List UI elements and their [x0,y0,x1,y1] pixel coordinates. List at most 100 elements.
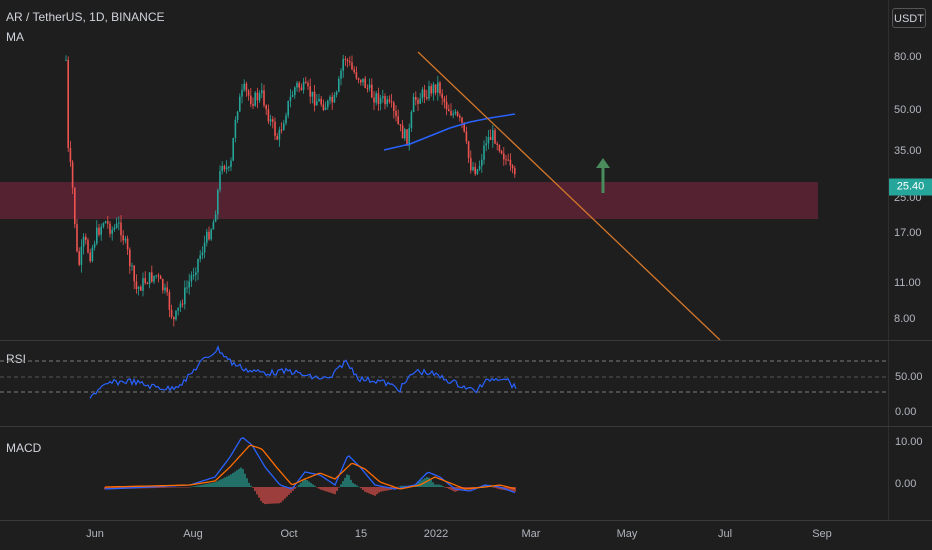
candle-body [76,224,78,252]
time-label: Aug [183,528,203,540]
macd-histogram-bar [314,485,316,487]
candle-body [421,89,424,99]
rsi-axis[interactable]: 50.00 0.00 [888,341,932,426]
ma-indicator-label[interactable]: MA [6,30,24,44]
price-axis[interactable] [888,0,932,340]
candle-body [316,101,318,106]
macd-histogram-bar [210,482,212,487]
candle-body [338,78,340,92]
rsi-label[interactable]: RSI [6,352,27,366]
macd-histogram-bar [450,487,452,490]
candle-body [390,101,393,103]
candle-body [450,111,452,116]
symbol-title: AR / TetherUS, 1D, BINANCE [6,10,165,24]
candle-body [146,283,149,285]
macd-histogram-bar [218,480,220,487]
candle-body [272,119,274,122]
candle-body [452,113,454,116]
candle-body [135,281,138,289]
candle-body [417,99,419,104]
candle-body [371,84,373,98]
candle-body [366,87,369,89]
macd-histogram-bar [350,479,352,487]
macd-histogram-bar [230,474,232,487]
candle-body [203,242,206,253]
price-chart[interactable] [0,0,888,340]
macd-histogram-bar [240,467,242,487]
macd-histogram-bar [186,487,188,488]
candle-body [65,59,67,61]
macd-axis[interactable]: 10.00 0.00 [888,427,932,520]
candle-body [140,286,142,291]
candle-body [107,221,109,224]
macd-histogram-bar [428,477,430,487]
macd-histogram-bar [372,487,374,495]
macd-histogram-bar [212,482,214,487]
currency-button[interactable]: USDT [892,8,926,28]
time-label: Oct [280,528,298,540]
rsi-chart[interactable] [0,341,888,426]
candle-body [258,93,261,101]
macd-histogram-bar [448,487,450,489]
candle-body [496,143,498,146]
macd-histogram-bar [264,487,266,505]
candle-body [307,82,309,87]
candle-body [344,58,347,61]
candle-body [485,143,487,146]
candle-body [456,111,459,116]
candle-body [498,145,501,151]
ma-line [383,113,516,151]
macd-histogram-bar [340,484,342,487]
macd-histogram-bar [312,484,314,487]
candle-body [487,137,490,144]
macd-histogram-bar [202,484,204,487]
candle-body [179,303,182,308]
candle-body [443,98,446,102]
candle-body [514,168,516,175]
macd-histogram-bar [304,478,306,487]
candle-body [267,109,270,122]
candle-body [309,86,311,97]
macd-histogram-bar [344,477,346,487]
candle-body [115,223,118,228]
candle-body [379,98,382,104]
candle-body [96,227,98,244]
pane-separator[interactable] [0,426,932,427]
candle-body [170,309,173,317]
candle-body [245,83,248,91]
macd-histogram-bar [256,487,258,495]
candle-body [419,98,421,104]
candle-body [333,95,336,103]
candle-body [327,100,329,108]
candle-body [448,109,450,112]
candle-body [208,231,210,240]
macd-histogram-bar [514,487,516,492]
candle-body [184,287,186,305]
candle-body [511,165,514,169]
macd-histogram-bar [330,487,332,493]
macd-histogram-bar [460,487,462,490]
macd-label[interactable]: MACD [6,441,42,455]
candle-body [503,153,505,160]
macd-histogram-bar [384,487,386,491]
candle-body [388,99,391,102]
pane-separator[interactable] [0,340,932,341]
macd-histogram-bar [494,487,496,488]
macd-histogram-bar [260,487,262,501]
macd-histogram-bar [368,487,370,494]
candle-body [423,89,426,97]
macd-histogram-bar [364,487,366,492]
candle-body [122,235,124,241]
candle-body [412,96,415,113]
candle-body [228,166,230,168]
time-label: Jun [86,528,104,540]
macd-histogram-bar [194,486,196,487]
macd-histogram-bar [164,487,166,488]
macd-chart[interactable] [0,427,888,520]
macd-histogram-bar [298,484,300,487]
rsi-tick: 0.00 [895,406,917,418]
macd-histogram-bar [386,487,388,491]
macd-histogram-bar [346,474,348,487]
price-tick: 50.00 [894,104,922,116]
candle-body [346,60,349,62]
